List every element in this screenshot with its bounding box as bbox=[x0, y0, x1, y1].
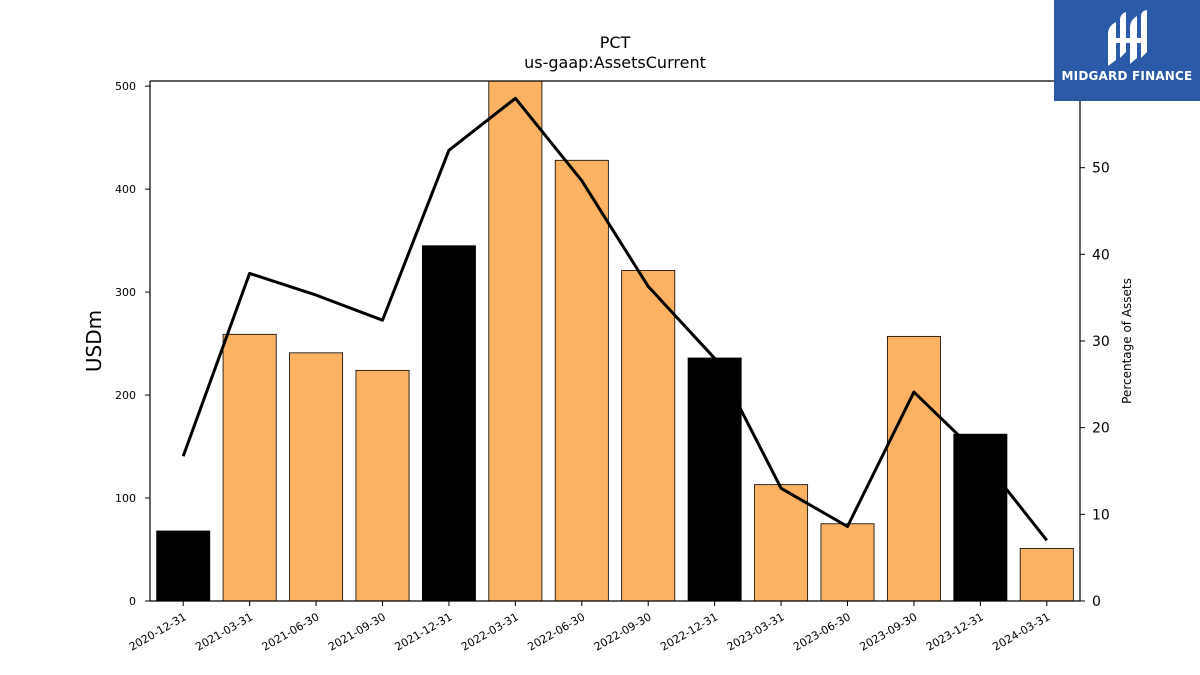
y-axis-label-right: Percentage of Assets bbox=[1120, 278, 1134, 404]
x-tick-label: 2020-12-31 bbox=[127, 610, 189, 653]
line-group bbox=[181, 96, 1048, 542]
bar-2023-06-30 bbox=[820, 523, 875, 602]
left-axis-ticks: 0 100 200 300 400 500 bbox=[115, 80, 150, 608]
right-tick-label: 50 bbox=[1092, 161, 1110, 177]
bar-2021-09-30 bbox=[355, 369, 410, 602]
bar-group bbox=[156, 80, 1074, 602]
left-tick-label: 200 bbox=[115, 389, 136, 402]
x-tick-label: 2021-03-31 bbox=[193, 610, 255, 653]
right-axis-ticks: 0 10 20 30 40 50 bbox=[1080, 161, 1110, 610]
left-tick-label: 300 bbox=[115, 286, 136, 299]
x-tick-label: 2023-09-30 bbox=[858, 610, 920, 653]
x-tick-label: 2023-03-31 bbox=[725, 610, 787, 653]
bar-2023-12-31 bbox=[953, 433, 1008, 602]
chart-title: PCT bbox=[600, 33, 631, 52]
x-tick-label: 2021-12-31 bbox=[393, 610, 455, 653]
bar-2022-09-30 bbox=[621, 270, 676, 602]
x-tick-label: 2022-09-30 bbox=[592, 610, 654, 653]
x-tick-label: 2022-03-31 bbox=[459, 610, 521, 653]
bar-2021-03-31 bbox=[222, 333, 277, 602]
percentage-line bbox=[181, 96, 1048, 542]
right-tick-label: 30 bbox=[1092, 334, 1110, 350]
left-tick-label: 0 bbox=[129, 595, 136, 608]
left-tick-label: 400 bbox=[115, 183, 136, 196]
bar-2023-03-31 bbox=[754, 484, 809, 602]
right-tick-label: 10 bbox=[1092, 507, 1110, 523]
bar-2024-03-31 bbox=[1019, 548, 1074, 602]
x-tick-label: 2021-09-30 bbox=[326, 610, 388, 653]
right-tick-label: 40 bbox=[1092, 247, 1110, 263]
x-tick-label: 2021-06-30 bbox=[260, 610, 322, 653]
midgard-finance-logo: MIDGARD FINANCE bbox=[1054, 0, 1200, 101]
right-tick-label: 20 bbox=[1092, 421, 1110, 437]
x-tick-label: 2023-06-30 bbox=[791, 610, 853, 653]
logo-text: MIDGARD FINANCE bbox=[1061, 69, 1193, 83]
bar-2021-06-30 bbox=[289, 352, 344, 602]
left-tick-label: 100 bbox=[115, 492, 136, 505]
x-tick-label: 2022-12-31 bbox=[658, 610, 720, 653]
bar-2023-09-30 bbox=[886, 335, 941, 602]
bar-2022-03-31 bbox=[488, 80, 543, 602]
chart-subtitle: us-gaap:AssetsCurrent bbox=[524, 53, 706, 72]
x-axis-ticks: 2020-12-31 2021-03-31 2021-06-30 2021-09-30… bbox=[127, 601, 1052, 654]
left-tick-label: 500 bbox=[115, 80, 136, 93]
bar-2022-06-30 bbox=[554, 159, 609, 602]
bar-2020-12-31 bbox=[156, 530, 211, 602]
x-tick-label: 2022-06-30 bbox=[525, 610, 587, 653]
bar-2021-12-31 bbox=[421, 245, 476, 602]
bar-2022-12-31 bbox=[687, 357, 742, 602]
logo-mark-icon bbox=[1108, 10, 1147, 66]
y-axis-label: USDm bbox=[82, 310, 106, 372]
right-tick-label: 0 bbox=[1092, 594, 1101, 610]
x-tick-label: 2024-03-31 bbox=[990, 610, 1052, 653]
x-tick-label: 2023-12-31 bbox=[924, 610, 986, 653]
